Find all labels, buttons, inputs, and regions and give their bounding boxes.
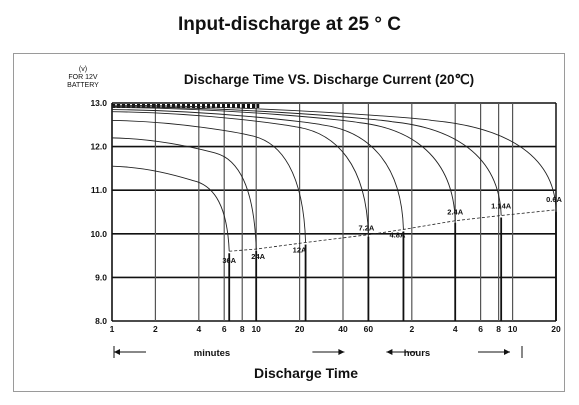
y-tick-label: 12.0 — [90, 142, 107, 152]
discharge-curve — [111, 137, 257, 250]
series-label: 12A — [293, 246, 307, 255]
chart-frame: Discharge Time VS. Discharge Current (20… — [13, 53, 565, 392]
discharge-curve — [111, 104, 557, 210]
chart-title: Discharge Time VS. Discharge Current (20… — [184, 72, 474, 87]
x-tick-label: 40 — [338, 324, 348, 334]
x-axis-title: Discharge Time — [254, 365, 358, 381]
x-tick-label: 4 — [196, 324, 201, 334]
end-voltage-line — [229, 209, 557, 252]
series-label: 2.4A — [447, 208, 463, 217]
x-tick-label: 20 — [295, 324, 305, 334]
x-tick-label: 4 — [453, 324, 458, 334]
x-tick-label: 20 — [551, 324, 561, 334]
page-heading: Input-discharge at 25 ° C — [178, 14, 401, 35]
x-tick-label: 6 — [478, 324, 483, 334]
x-tick-label: 2 — [409, 324, 414, 334]
minutes-range-label: minutes — [194, 348, 230, 359]
y-tick-label: 13.0 — [90, 98, 107, 108]
series-label: 0.6A — [546, 195, 562, 204]
x-tick-label: 8 — [496, 324, 501, 334]
y-tick-label: 11.0 — [91, 185, 107, 195]
x-tick-label: 1 — [110, 324, 115, 334]
hours-arrowhead-right — [504, 349, 510, 355]
series-label: 4.8A — [390, 230, 406, 239]
hours-arrowhead-left — [386, 349, 393, 355]
ylabel-line-battery: BATTERY — [67, 82, 99, 89]
x-tick-label: 8 — [240, 324, 245, 334]
discharge-curve — [111, 119, 307, 243]
discharge-chart: Discharge Time VS. Discharge Current (20… — [67, 66, 562, 381]
x-tick-label: 2 — [153, 324, 158, 334]
discharge-curve — [111, 111, 369, 235]
y-tick-label: 9.0 — [95, 272, 107, 282]
series-label: 24A — [251, 252, 265, 261]
hours-range-label: hours — [404, 348, 430, 359]
discharge-curve — [111, 106, 502, 216]
ylabel-line-for: FOR 12V — [68, 74, 98, 81]
y-tick-label: 10.0 — [90, 229, 107, 239]
discharge-curve — [111, 165, 230, 252]
x-tick-label: 60 — [364, 324, 374, 334]
minutes-arrowhead-left — [114, 349, 120, 355]
ylabel-line-unit: (v) — [79, 66, 87, 73]
series-label: 36A — [222, 256, 236, 265]
minutes-arrowhead-right — [338, 349, 345, 355]
x-tick-label: 10 — [251, 324, 261, 334]
y-tick-label: 8.0 — [95, 316, 107, 326]
discharge-curve — [111, 109, 404, 230]
discharge-curve — [111, 106, 456, 221]
x-tick-label: 10 — [508, 324, 518, 334]
x-tick-label: 6 — [222, 324, 227, 334]
series-label: 1.14A — [491, 201, 512, 210]
series-label: 7.2A — [358, 224, 374, 233]
